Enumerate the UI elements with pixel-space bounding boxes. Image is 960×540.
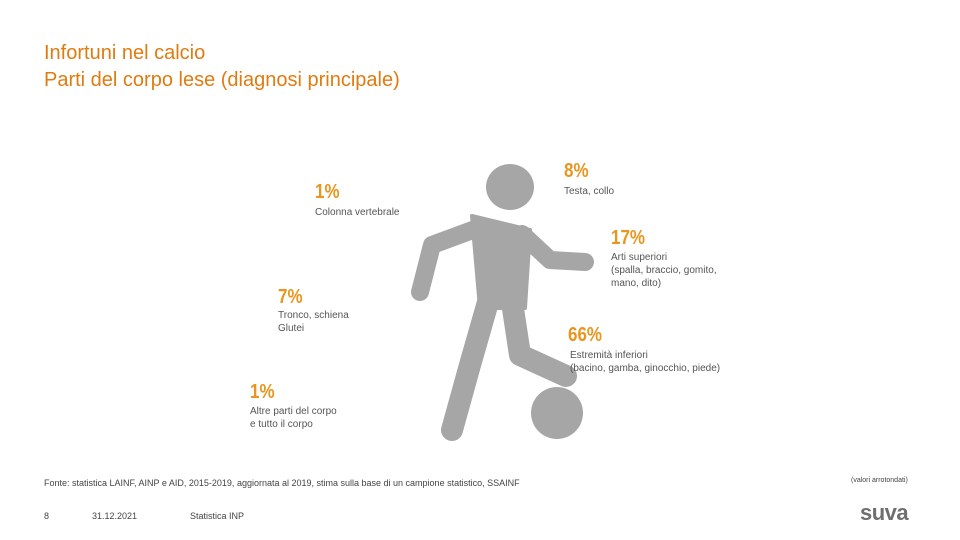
player-leg-back [441, 291, 499, 441]
rounding-note: (valori arrotondati) [851, 477, 908, 484]
label-altre: Altre parti del corpo e tutto il corpo [250, 406, 337, 430]
label-estremita: Estremità inferiori (bacino, gamba, gino… [570, 350, 721, 374]
source-note: Fonte: statistica LAINF, AINP e AID, 201… [44, 478, 520, 488]
label-testa: Testa, collo [564, 186, 615, 197]
football [531, 387, 583, 439]
label-tronco: Tronco, schiena Glutei [278, 310, 349, 334]
page-number: 8 [44, 511, 50, 521]
pct-colonna: 1% [315, 181, 340, 203]
label-arti-superiori: Arti superiori (spalla, braccio, gomito,… [611, 252, 717, 289]
slide-title: Infortuni nel calcio Parti del corpo les… [44, 40, 400, 94]
pct-arti-superiori: 17% [611, 227, 646, 249]
footer-label: Statistica INP [190, 511, 245, 521]
title-line-1: Infortuni nel calcio [44, 42, 206, 64]
pct-tronco: 7% [278, 286, 303, 308]
title-line-2: Parti del corpo lese (diagnosi principal… [44, 69, 400, 91]
pct-estremita: 66% [568, 324, 603, 346]
player-leg-front [501, 291, 577, 387]
player-arm-left [411, 219, 487, 301]
player-arm-right [513, 225, 594, 271]
label-colonna: Colonna vertebrale [315, 207, 400, 218]
pct-altre: 1% [250, 381, 275, 403]
suva-logo: suva [860, 500, 909, 525]
player-head [486, 164, 534, 210]
pct-testa: 8% [564, 160, 589, 182]
footer-date: 31.12.2021 [92, 511, 138, 521]
football-player-figure [411, 164, 594, 441]
